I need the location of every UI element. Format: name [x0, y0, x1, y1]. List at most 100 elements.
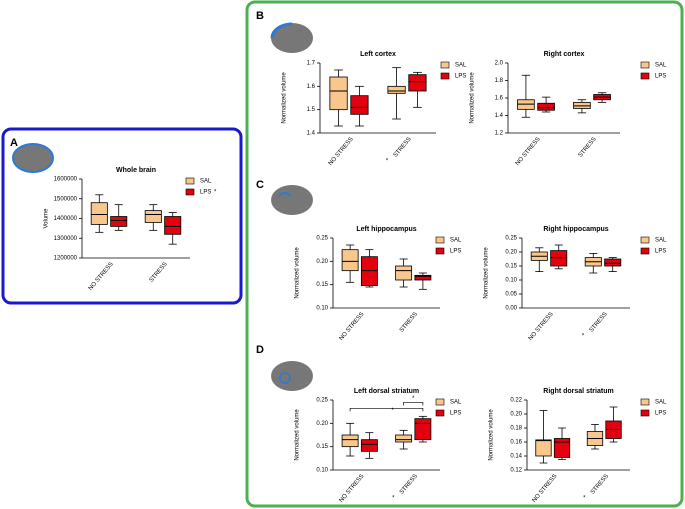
y-axis-label: Normalized volume [489, 409, 495, 461]
legend-swatch [640, 398, 650, 406]
legend-label: SAL [655, 63, 667, 69]
y-tick-label: 1.5 [307, 107, 316, 113]
x-tick-label: STRESS [393, 136, 413, 158]
y-tick-label: 1.7 [307, 61, 316, 67]
box [110, 216, 128, 227]
y-tick-label: 0.16 [510, 440, 522, 446]
y-tick-label: 1.2 [495, 131, 504, 137]
legend-swatch [440, 61, 450, 69]
y-axis-label: Normalized volume [484, 247, 490, 299]
legend-swatch [640, 409, 650, 417]
y-tick-label: 1.4 [307, 131, 316, 137]
panel-label: B [256, 10, 264, 22]
box [537, 102, 555, 111]
legend-label: SAL [655, 400, 667, 406]
box [360, 439, 378, 452]
y-tick-label: 1400000 [54, 216, 78, 222]
box [553, 438, 571, 458]
y-tick-label: 0.10 [316, 306, 328, 312]
legend-label: LPS [655, 411, 666, 417]
y-axis-label: Normalized volume [282, 72, 288, 124]
box [408, 74, 427, 92]
y-tick-label: 0.20 [316, 259, 328, 265]
x-tick-label: STRESS [590, 473, 610, 495]
legend-swatch [435, 409, 445, 417]
legend-swatch [435, 398, 445, 406]
y-tick-label: 1.4 [495, 113, 504, 119]
y-axis-label: Normalized volume [470, 72, 476, 124]
box [550, 250, 568, 267]
box [90, 202, 108, 225]
legend-swatch [435, 247, 445, 255]
box [350, 95, 369, 115]
y-tick-label: 0.25 [316, 398, 328, 404]
box [144, 210, 162, 223]
panel-frame [245, 0, 684, 508]
y-tick-label: 0.20 [510, 412, 522, 418]
legend-label: LPS [455, 74, 466, 80]
annotation: * [412, 396, 415, 402]
y-tick-label: 0.10 [505, 278, 517, 284]
chart-title: Left dorsal striatum [354, 388, 419, 395]
legend-label: SAL [450, 238, 462, 244]
legend-label: LPS [450, 249, 461, 255]
y-tick-label: 0.20 [316, 421, 328, 427]
legend-label: LPS [200, 190, 211, 196]
box [387, 85, 406, 94]
box [329, 76, 348, 111]
y-tick-label: 2.0 [495, 61, 504, 67]
y-tick-label: 1.6 [495, 96, 504, 102]
box [414, 418, 432, 441]
legend-swatch [640, 72, 650, 80]
legend-label: SAL [655, 238, 667, 244]
annotation: * [583, 496, 586, 502]
legend-label: LPS [655, 74, 666, 80]
chart-title: Whole brain [116, 167, 156, 174]
x-tick-label: NO STRESS [532, 473, 559, 503]
chart-title: Left cortex [360, 51, 396, 58]
annotation: * [391, 408, 394, 414]
box [535, 439, 552, 457]
y-tick-label: 0.15 [316, 282, 328, 288]
box [604, 258, 622, 267]
legend-label: SAL [450, 400, 462, 406]
y-tick-label: 1200000 [54, 256, 78, 262]
y-tick-label: 0.00 [505, 306, 517, 312]
legend-label: LPS [655, 249, 666, 255]
y-tick-label: 1500000 [54, 196, 78, 202]
chart-title: Right dorsal striatum [543, 388, 613, 395]
chart-title: Left hippocampus [356, 226, 416, 233]
y-tick-label: 1.6 [307, 84, 316, 90]
x-tick-label: STRESS [589, 311, 609, 333]
x-tick-label: STRESS [149, 261, 169, 283]
box [395, 265, 413, 281]
significance-bracket [349, 407, 424, 412]
y-tick-label: 0.15 [316, 444, 328, 450]
x-tick-label: NO STRESS [515, 136, 542, 166]
y-tick-label: 0.14 [510, 454, 522, 460]
legend-swatch [440, 72, 450, 80]
chart-title: Right cortex [544, 51, 585, 58]
annotation: * [386, 159, 389, 165]
legend-swatch [185, 188, 195, 196]
annotation: * [582, 334, 585, 340]
y-axis-label: Normalized volume [295, 247, 301, 299]
x-tick-label: NO STRESS [88, 261, 115, 291]
legend-swatch [435, 236, 445, 244]
y-axis-label: Volume [44, 208, 50, 229]
y-tick-label: 1.8 [495, 78, 504, 84]
y-tick-label: 0.18 [510, 426, 522, 432]
y-tick-label: 0.25 [505, 236, 517, 242]
brain-icon [12, 22, 313, 391]
y-tick-label: 0.20 [505, 250, 517, 256]
legend-swatch [640, 236, 650, 244]
x-tick-label: NO STRESS [528, 311, 555, 341]
panel-frame [1, 127, 243, 305]
box [341, 249, 359, 272]
y-tick-label: 1300000 [54, 236, 78, 242]
y-tick-label: 0.12 [510, 468, 522, 474]
x-tick-label: NO STRESS [339, 311, 366, 341]
significance-bracket [403, 401, 424, 406]
y-tick-label: 0.15 [505, 264, 517, 270]
